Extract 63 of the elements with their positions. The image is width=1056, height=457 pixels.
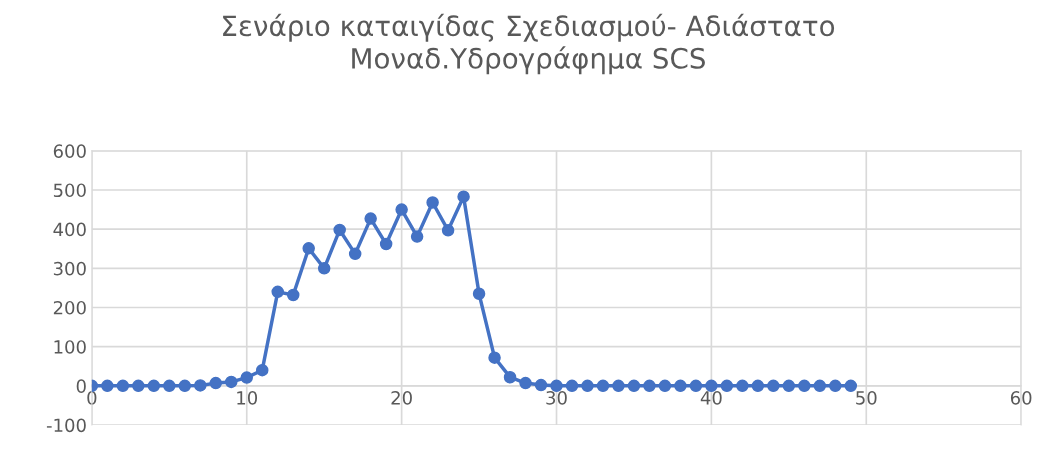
point bbox=[736, 379, 749, 393]
y-tick-label: 500 bbox=[53, 183, 86, 198]
point bbox=[813, 379, 827, 393]
point bbox=[829, 379, 842, 393]
point bbox=[643, 379, 656, 393]
point bbox=[333, 223, 346, 237]
chart-title: Σενάριο καταιγίδας Σχεδιασμού- Αδιάστατο Μοναδ.Υδρογράφημα SCS bbox=[223, 13, 835, 75]
x-tick-label: 60 bbox=[1010, 391, 1032, 405]
point bbox=[364, 212, 377, 225]
point bbox=[209, 376, 223, 390]
x-tick-label: 0 bbox=[87, 391, 97, 405]
x-tick-label: 40 bbox=[700, 391, 722, 405]
point bbox=[844, 379, 858, 393]
point bbox=[395, 203, 408, 216]
point bbox=[348, 247, 362, 261]
point bbox=[271, 285, 284, 299]
y-tick-label: -100 bbox=[46, 418, 86, 433]
point bbox=[132, 379, 145, 393]
x-tick-label: 20 bbox=[391, 391, 412, 405]
point bbox=[302, 242, 315, 255]
point bbox=[472, 287, 486, 301]
point bbox=[147, 379, 161, 393]
x-tick-label: 50 bbox=[856, 391, 877, 405]
point bbox=[457, 190, 470, 203]
point bbox=[596, 379, 610, 393]
point bbox=[503, 370, 517, 384]
point bbox=[519, 376, 532, 390]
point bbox=[317, 262, 331, 275]
y-tick-label: 100 bbox=[54, 340, 86, 354]
point bbox=[581, 379, 594, 393]
point bbox=[225, 375, 238, 389]
point bbox=[116, 379, 130, 393]
point bbox=[101, 379, 114, 393]
point bbox=[534, 378, 548, 392]
y-tick-label: 600 bbox=[53, 144, 86, 158]
point bbox=[426, 196, 439, 209]
point bbox=[240, 371, 254, 384]
y-tick-label: 0 bbox=[76, 379, 86, 393]
point bbox=[194, 379, 207, 392]
y-tick-label: 200 bbox=[53, 300, 86, 315]
x-tick-label: 30 bbox=[546, 391, 567, 405]
point bbox=[565, 379, 579, 393]
point bbox=[627, 379, 641, 393]
point bbox=[178, 379, 192, 393]
point bbox=[488, 351, 501, 364]
point bbox=[410, 230, 424, 243]
point bbox=[674, 379, 687, 393]
x-tick-label: 10 bbox=[237, 391, 258, 405]
point bbox=[379, 237, 393, 251]
point bbox=[782, 379, 796, 393]
point bbox=[751, 379, 765, 393]
point bbox=[286, 288, 300, 302]
point bbox=[658, 379, 672, 393]
y-tick-label: 400 bbox=[53, 222, 86, 237]
point bbox=[255, 363, 269, 377]
point bbox=[689, 379, 703, 393]
point bbox=[441, 224, 455, 237]
point bbox=[163, 379, 176, 393]
point bbox=[767, 379, 780, 393]
point bbox=[720, 379, 734, 393]
point bbox=[612, 379, 625, 393]
point bbox=[798, 379, 811, 393]
y-tick-label: 300 bbox=[53, 261, 86, 276]
